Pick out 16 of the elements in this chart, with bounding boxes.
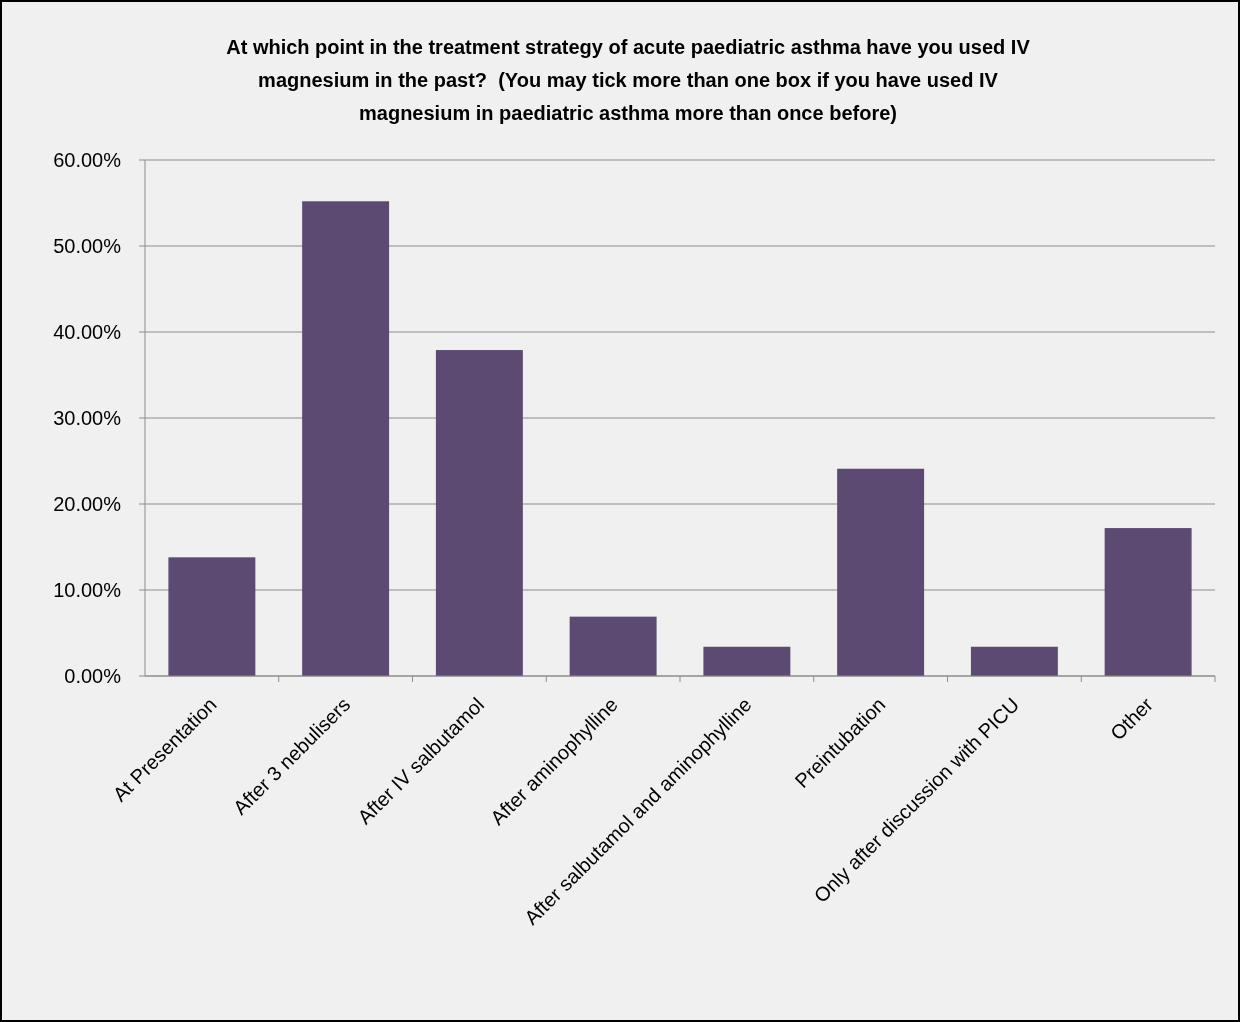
bar (837, 468, 925, 676)
y-tick-label: 0.00% (64, 665, 122, 687)
bar (302, 201, 390, 676)
bar (168, 557, 256, 676)
chart-title: At which point in the treatment strategy of acute paediatric asthma have you used IV magnesium in the past? (You may tick more than one box if you have used IV magnesium in paediatric asthma more than once before) (226, 36, 1031, 124)
bar (703, 646, 791, 676)
y-tick-label: 20.00% (53, 493, 122, 515)
bar (970, 646, 1058, 676)
y-tick-label: 50.00% (53, 235, 122, 257)
bar (569, 616, 657, 676)
bar (435, 350, 523, 676)
y-tick-label: 40.00% (53, 321, 122, 343)
bar (1104, 528, 1192, 676)
y-tick-label: 10.00% (53, 579, 122, 601)
y-tick-label: 60.00% (53, 149, 122, 171)
y-tick-label: 30.00% (53, 407, 122, 429)
